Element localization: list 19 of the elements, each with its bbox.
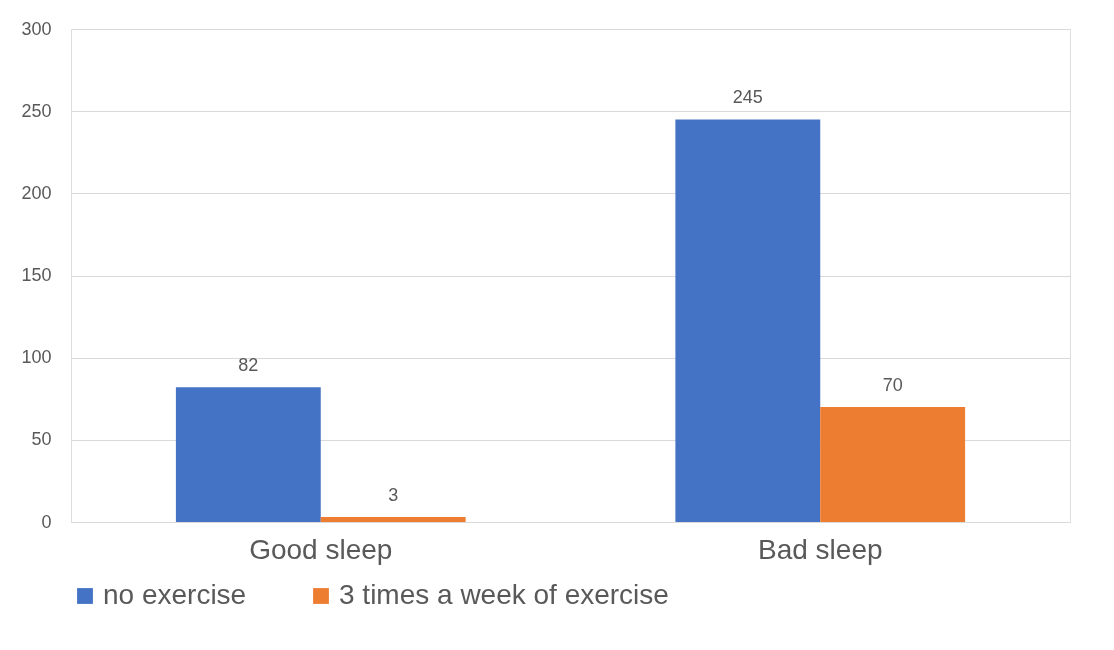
y-tick-label: 250 [21, 100, 52, 121]
legend-label: no exercise [103, 579, 247, 610]
y-tick-label: 200 [21, 182, 52, 203]
bar [820, 406, 966, 522]
bar [320, 517, 466, 522]
legend-label: 3 times a week of exercise [339, 579, 669, 610]
bar [175, 387, 321, 522]
y-tick-label: 0 [41, 511, 52, 532]
y-tick-label: 300 [21, 18, 52, 39]
y-tick-label: 50 [31, 429, 52, 450]
data-label: 70 [882, 374, 903, 395]
data-label: 82 [238, 355, 259, 376]
y-tick-label: 150 [21, 265, 52, 285]
x-tick-label: Bad sleep [757, 533, 883, 565]
data-label: 245 [732, 87, 763, 108]
y-tick-label: 100 [21, 347, 52, 368]
x-tick-label: Good sleep [249, 533, 393, 565]
bar [675, 119, 821, 522]
data-label: 3 [388, 485, 399, 506]
